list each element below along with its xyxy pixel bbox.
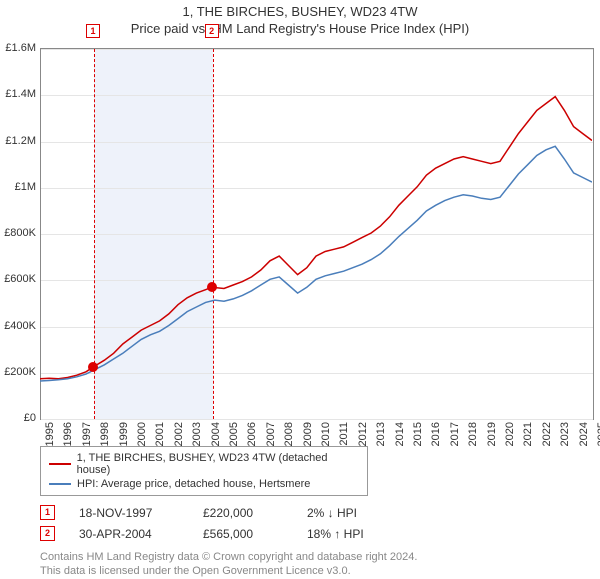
sale-price: £565,000 xyxy=(203,527,283,541)
x-axis-label: 2020 xyxy=(504,422,516,446)
sale-date: 18-NOV-1997 xyxy=(79,506,179,520)
x-axis-label: 2008 xyxy=(283,422,295,446)
x-axis-label: 2014 xyxy=(394,422,406,446)
x-axis-label: 2025 xyxy=(596,422,600,446)
x-axis-label: 1997 xyxy=(81,422,93,446)
y-axis-label: £1.6M xyxy=(5,42,36,54)
sale-dot-2 xyxy=(207,282,217,292)
footer-line-1: Contains HM Land Registry data © Crown c… xyxy=(40,550,600,564)
x-axis-label: 2006 xyxy=(246,422,258,446)
x-axis-label: 2001 xyxy=(154,422,166,446)
sale-dot-1 xyxy=(88,362,98,372)
y-axis-label: £200K xyxy=(4,366,36,378)
series-line-hpi xyxy=(40,146,592,381)
x-axis-label: 2009 xyxy=(302,422,314,446)
sales-table: 1 18-NOV-1997 £220,000 2% ↓ HPI 2 30-APR-2004… xyxy=(40,502,600,544)
sale-marker-1: 1 xyxy=(86,24,100,38)
price-chart: £0£200K£400K£600K£800K£1M£1.2M£1.4M£1.6M… xyxy=(40,48,592,418)
x-axis-label: 2022 xyxy=(541,422,553,446)
x-axis-label: 2010 xyxy=(320,422,332,446)
x-axis-label: 2021 xyxy=(522,422,534,446)
x-axis-label: 2004 xyxy=(210,422,222,446)
y-axis-label: £0 xyxy=(24,412,36,424)
x-axis-label: 2019 xyxy=(486,422,498,446)
legend-item: HPI: Average price, detached house, Hert… xyxy=(49,477,359,491)
y-axis-label: £1.4M xyxy=(5,88,36,100)
sale-date: 30-APR-2004 xyxy=(79,527,179,541)
x-axis-label: 1998 xyxy=(99,422,111,446)
copyright-footer: Contains HM Land Registry data © Crown c… xyxy=(40,550,600,579)
x-axis-label: 2013 xyxy=(375,422,387,446)
sale-row: 1 18-NOV-1997 £220,000 2% ↓ HPI xyxy=(40,502,600,523)
series-line-property xyxy=(40,97,592,379)
sale-price: £220,000 xyxy=(203,506,283,520)
y-axis-label: £600K xyxy=(4,273,36,285)
x-axis-label: 2017 xyxy=(449,422,461,446)
x-axis-label: 2005 xyxy=(228,422,240,446)
y-axis-label: £400K xyxy=(4,320,36,332)
x-axis-label: 2003 xyxy=(191,422,203,446)
x-axis-label: 2002 xyxy=(173,422,185,446)
y-axis-label: £800K xyxy=(4,227,36,239)
x-axis-label: 2016 xyxy=(430,422,442,446)
sale-marker-icon: 1 xyxy=(40,505,55,520)
x-axis-label: 2012 xyxy=(357,422,369,446)
x-axis-label: 1999 xyxy=(118,422,130,446)
chart-legend: 1, THE BIRCHES, BUSHEY, WD23 4TW (detach… xyxy=(40,446,368,496)
x-axis-label: 2023 xyxy=(559,422,571,446)
x-axis-label: 2018 xyxy=(467,422,479,446)
sale-row: 2 30-APR-2004 £565,000 18% ↑ HPI xyxy=(40,523,600,544)
chart-title: 1, THE BIRCHES, BUSHEY, WD23 4TW xyxy=(0,4,600,19)
sale-change: 2% ↓ HPI xyxy=(307,506,397,520)
y-axis-label: £1.2M xyxy=(5,135,36,147)
y-axis-label: £1M xyxy=(15,181,36,193)
x-axis-label: 2024 xyxy=(578,422,590,446)
x-axis-label: 2000 xyxy=(136,422,148,446)
sale-marker-2: 2 xyxy=(205,24,219,38)
sale-marker-icon: 2 xyxy=(40,526,55,541)
footer-line-2: This data is licensed under the Open Gov… xyxy=(40,564,600,578)
x-axis-label: 1995 xyxy=(44,422,56,446)
x-axis-label: 2011 xyxy=(338,422,350,446)
x-axis-label: 1996 xyxy=(62,422,74,446)
legend-item: 1, THE BIRCHES, BUSHEY, WD23 4TW (detach… xyxy=(49,451,359,477)
x-axis-label: 2015 xyxy=(412,422,424,446)
x-axis-label: 2007 xyxy=(265,422,277,446)
sale-change: 18% ↑ HPI xyxy=(307,527,397,541)
